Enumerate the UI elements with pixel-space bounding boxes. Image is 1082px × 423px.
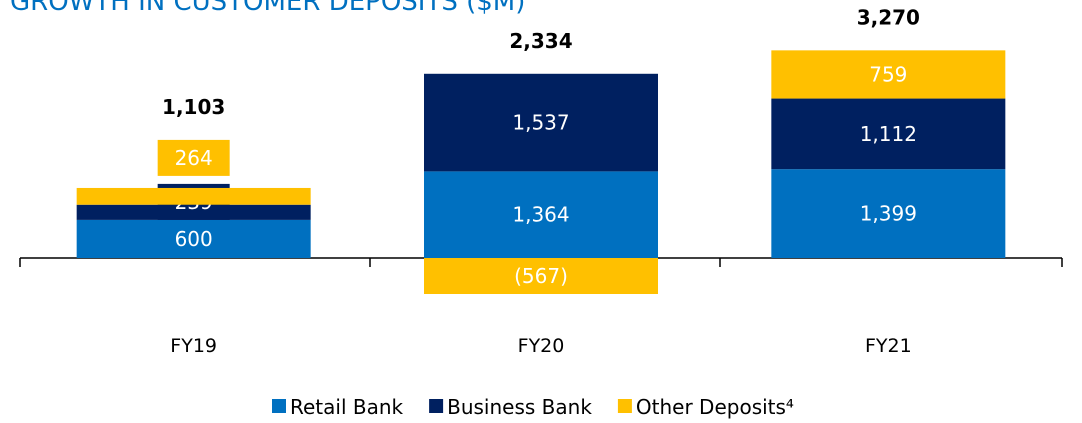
bar-segment: [771, 50, 1006, 99]
bar-segment: [76, 187, 311, 205]
total-label: 1,103: [162, 95, 225, 119]
legend-label: Other Deposits⁴: [636, 395, 794, 419]
data-label: 1,112: [860, 122, 917, 146]
total-label: 2,334: [509, 29, 572, 53]
data-label-box: [157, 139, 230, 176]
bar-segment: [76, 219, 311, 258]
legend-label: Retail Bank: [290, 395, 404, 419]
x-tick-label: FY19: [170, 335, 217, 357]
legend-swatch: [617, 399, 632, 413]
bar-segment: [424, 171, 658, 258]
data-label: 759: [869, 62, 907, 86]
bar-segment: [771, 169, 1006, 258]
x-tick-label: FY20: [518, 335, 565, 357]
legend-swatch: [429, 399, 444, 413]
data-label: 1,537: [512, 111, 569, 135]
x-tick-label: FY21: [865, 335, 912, 357]
legend-swatch: [272, 399, 286, 413]
data-label: 1,364: [512, 203, 569, 227]
data-label: 600: [175, 227, 213, 251]
bar-segment: [771, 98, 1006, 170]
legend-label: Business Bank: [447, 395, 592, 419]
data-label: 264: [175, 146, 213, 170]
data-label: 1,399: [860, 202, 917, 226]
bar-segment: [424, 73, 658, 172]
chart-title: GROWTH IN CUSTOMER DEPOSITS ($M): [10, 0, 525, 17]
bar-segment: [424, 258, 658, 295]
data-label: (567): [514, 264, 568, 288]
total-label: 3,270: [857, 5, 920, 29]
